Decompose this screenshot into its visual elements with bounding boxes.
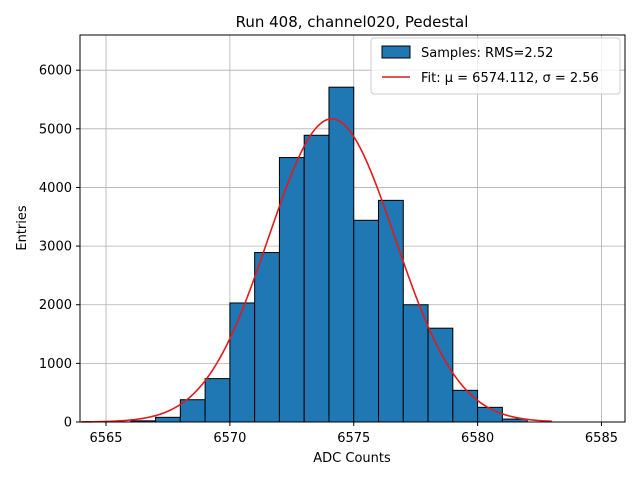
y-tick-label: 4000 [39, 181, 72, 196]
y-axis-ticks: 0 1000 2000 3000 4000 5000 6000 [39, 64, 80, 431]
x-tick-label: 6580 [461, 431, 494, 446]
x-tick-label: 6585 [585, 431, 618, 446]
x-tick-label: 6570 [213, 431, 246, 446]
x-tick-label: 6565 [89, 431, 122, 446]
legend-swatch-samples [381, 45, 411, 59]
histogram-bar [204, 378, 231, 423]
histogram-bar [452, 389, 479, 423]
legend-label-fit: Fit: μ = 6574.112, σ = 2.56 [421, 71, 599, 86]
y-tick-label: 3000 [39, 240, 72, 255]
histogram-bar [328, 86, 355, 423]
histogram-bar [477, 406, 503, 423]
histogram-bar [427, 327, 454, 423]
histogram-bar [353, 219, 380, 423]
histogram-bar [155, 416, 181, 423]
y-tick-label: 2000 [39, 298, 72, 313]
gaussian-fit-curve [81, 118, 552, 423]
histogram-bar [402, 304, 429, 423]
x-axis-ticks: 6565 6570 6575 6580 6585 [89, 422, 618, 446]
y-axis-title: Entries [15, 205, 30, 251]
histogram-bar [179, 399, 206, 423]
y-tick-label: 0 [64, 416, 72, 431]
y-tick-label: 1000 [39, 357, 72, 372]
histogram-bar [254, 252, 280, 423]
histogram-bar [229, 302, 256, 423]
x-tick-label: 6575 [337, 431, 370, 446]
y-tick-label: 5000 [39, 122, 72, 137]
legend-label-samples: Samples: RMS=2.52 [421, 46, 553, 61]
histogram-bars [130, 86, 528, 423]
y-tick-label: 6000 [39, 64, 72, 79]
x-axis-title: ADC Counts [313, 451, 391, 466]
legend-box [370, 37, 621, 95]
histogram-bar [378, 199, 404, 423]
chart-legend: Samples: RMS=2.52 Fit: μ = 6574.112, σ =… [370, 37, 621, 95]
histogram-bar [303, 134, 330, 423]
plot-frame [79, 34, 626, 423]
chart-title: Run 408, channel020, Pedestal [236, 13, 469, 31]
